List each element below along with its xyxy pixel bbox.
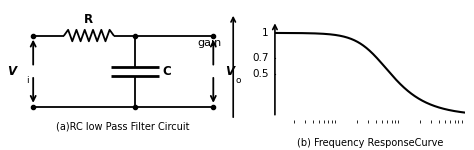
- Text: R: R: [84, 13, 93, 26]
- Text: V: V: [225, 65, 234, 78]
- Text: C: C: [162, 65, 171, 78]
- Text: V: V: [8, 65, 17, 78]
- Text: i: i: [27, 76, 29, 85]
- Text: o: o: [235, 76, 241, 85]
- Text: 0.7: 0.7: [252, 53, 269, 63]
- Text: (a)RC low Pass Filter Circuit: (a)RC low Pass Filter Circuit: [56, 121, 190, 131]
- Text: (b) Frequency ResponseCurve: (b) Frequency ResponseCurve: [297, 138, 443, 148]
- Text: gain: gain: [198, 39, 222, 48]
- Text: 1: 1: [262, 28, 269, 38]
- Text: 0.5: 0.5: [252, 69, 269, 79]
